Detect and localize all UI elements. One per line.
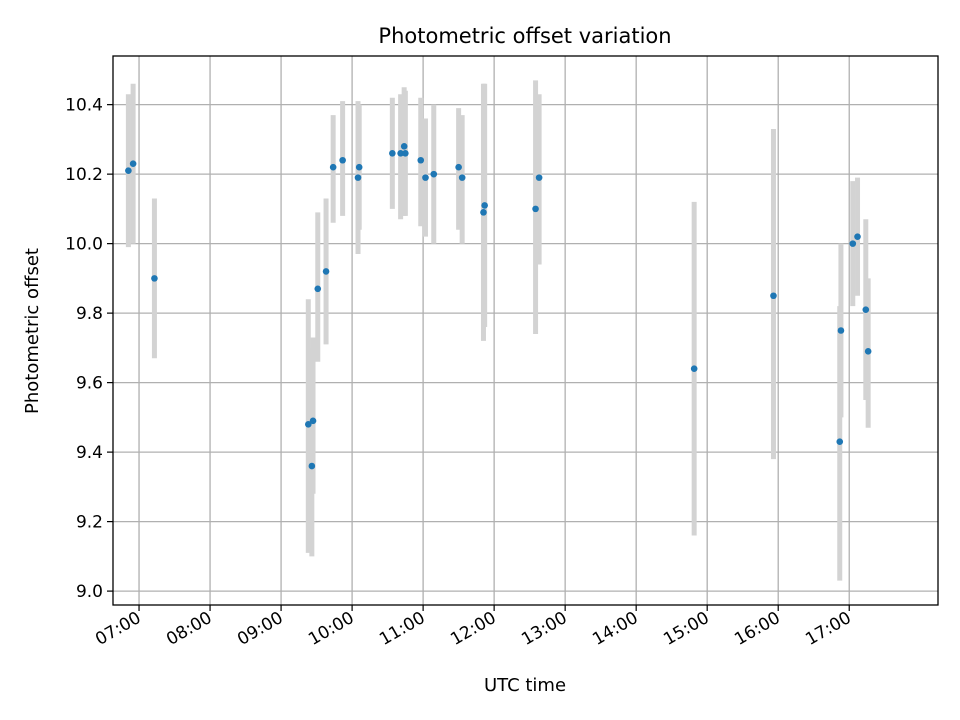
x-tick-label: 13:00: [518, 608, 570, 650]
y-tick-label: 9.8: [76, 304, 103, 324]
x-tick-label: 09:00: [234, 608, 286, 650]
data-point: [458, 174, 466, 181]
data-point: [322, 268, 330, 275]
data-point: [532, 205, 539, 213]
data-point: [308, 462, 316, 470]
data-point: [836, 438, 844, 445]
data-point: [339, 156, 346, 164]
data-point: [125, 167, 132, 174]
data-point: [397, 149, 404, 157]
data-point: [480, 209, 487, 216]
y-tick-label: 10.4: [65, 96, 103, 116]
data-point: [417, 156, 425, 164]
x-tick-label: 07:00: [92, 608, 144, 650]
data-point: [535, 174, 543, 181]
x-axis-ticks: 07:00 08:00 09:00 10:00 11:00 12:00 13:00 14:00…: [92, 605, 855, 650]
x-tick-label: 08:00: [163, 608, 215, 650]
data-point: [862, 306, 870, 313]
data-point: [690, 365, 698, 373]
error-bars: [125, 80, 871, 581]
data-point: [389, 149, 396, 157]
chart-title: Photometric offset variation: [378, 24, 671, 48]
y-axis-label: Photometric offset: [22, 248, 43, 414]
data-points: [125, 143, 872, 470]
data-point: [151, 275, 158, 282]
data-point: [770, 292, 777, 300]
y-tick-label: 10.0: [65, 235, 103, 255]
data-point: [854, 233, 861, 240]
x-tick-label: 12:00: [447, 608, 499, 650]
data-point: [400, 143, 408, 150]
data-point: [314, 285, 322, 293]
data-point: [422, 174, 429, 181]
y-axis-ticks: 9.0 9.2 9.4 9.6 9.8 10.0 10.2 10.4: [65, 96, 113, 602]
x-axis-label: UTC time: [484, 675, 566, 696]
y-tick-label: 9.2: [76, 513, 103, 533]
x-tick-label: 16:00: [731, 608, 783, 650]
x-gridlines: [138, 56, 850, 605]
data-point: [837, 327, 845, 334]
plot-frame: [112, 55, 939, 606]
data-point: [355, 163, 363, 171]
x-tick-label: 15:00: [660, 608, 712, 650]
y-tick-label: 10.2: [65, 165, 103, 185]
data-point: [129, 160, 137, 168]
data-point: [329, 163, 337, 171]
data-point: [305, 421, 312, 428]
data-point: [864, 348, 872, 355]
y-tick-label: 9.4: [76, 443, 103, 463]
x-tick-label: 17:00: [802, 608, 854, 650]
y-tick-label: 9.6: [76, 374, 103, 394]
y-gridlines: [113, 103, 938, 592]
data-point: [402, 149, 409, 157]
x-tick-label: 14:00: [589, 608, 641, 650]
x-tick-label: 10:00: [305, 608, 357, 650]
data-point: [309, 417, 317, 425]
data-point: [430, 170, 438, 178]
data-point: [455, 163, 462, 171]
data-point: [849, 240, 857, 247]
y-tick-label: 9.0: [76, 582, 103, 602]
x-tick-label: 11:00: [376, 608, 428, 650]
data-point: [481, 202, 488, 209]
data-point: [354, 174, 362, 181]
